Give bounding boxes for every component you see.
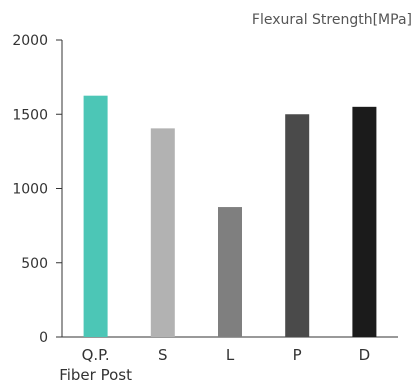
y-ticks: 0 500 1000 1500 2000 — [12, 33, 62, 346]
y-tick-label: 500 — [21, 256, 48, 272]
y-tick-label: 2000 — [12, 33, 48, 49]
x-tick-label: D — [359, 346, 371, 364]
bar-3 — [285, 114, 310, 337]
y-tick-label: 1500 — [12, 107, 48, 123]
x-tick-label: Fiber Post — [59, 366, 132, 384]
bar-0 — [83, 95, 108, 337]
x-tick-label: S — [158, 346, 168, 364]
y-tick-label: 0 — [39, 330, 48, 346]
x-tick-label: L — [226, 346, 235, 364]
x-tick-label: P — [293, 346, 302, 364]
bar-2 — [218, 207, 242, 337]
bar-1 — [150, 128, 175, 337]
bars — [83, 95, 377, 337]
x-tick-labels: Q.P. Fiber Post S L P D — [59, 346, 370, 384]
bar-4 — [352, 106, 377, 337]
x-tick-label: Q.P. — [82, 346, 110, 364]
y-tick-label: 1000 — [12, 182, 48, 198]
y-axis-label: Flexural Strength[MPa] — [252, 12, 412, 28]
